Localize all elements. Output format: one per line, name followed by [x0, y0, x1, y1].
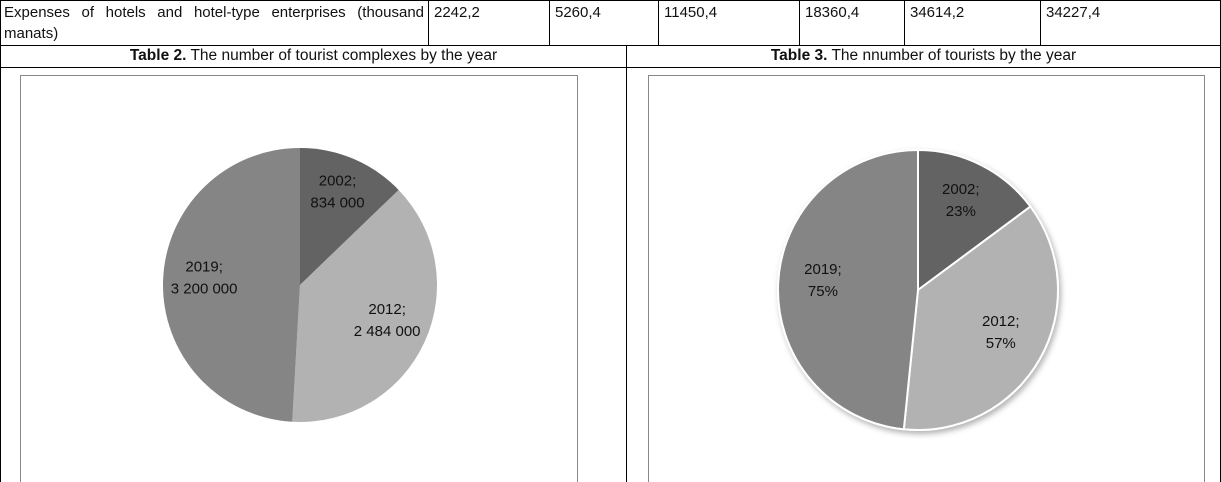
pie	[162, 148, 437, 422]
table-cell: 34227,4	[1046, 4, 1101, 21]
table-cell: Expenses of hotels and hotel-type enterp…	[4, 4, 424, 42]
table-border	[549, 0, 550, 45]
table-border	[0, 67, 1221, 68]
slice-label: 2019; 75%	[804, 261, 842, 300]
table-border	[799, 0, 800, 45]
table-cell: 5260,4	[555, 4, 601, 21]
label-separator: ;	[219, 258, 223, 275]
slice-label: 2002; 834 000	[310, 173, 364, 212]
slice-category: 2002	[942, 181, 975, 198]
charts: 2002; 834 000 2012; 2 484 000 2019; 3 200 000…	[20, 75, 1205, 482]
caption-title: The nnumber of tourists by the year	[831, 47, 1077, 64]
slice-category: 2012	[368, 301, 401, 318]
slice-value-label: 57%	[986, 335, 1016, 352]
slice-label: 2012; 2 484 000	[354, 301, 421, 340]
table-border	[0, 45, 1221, 46]
slice-label: 2019; 3 200 000	[171, 258, 238, 297]
label-separator: ;	[838, 261, 842, 278]
slice-category: 2019	[804, 261, 837, 278]
slice-value-label: 75%	[808, 283, 838, 300]
slice-category: 2012	[982, 313, 1015, 330]
table-border	[0, 0, 1221, 1]
caption: Table 3. The nnumber of tourists by the y…	[627, 46, 1220, 66]
label-separator: ;	[975, 181, 979, 198]
table-border	[626, 45, 627, 482]
label-separator: ;	[402, 301, 406, 318]
pie	[777, 148, 1059, 431]
pie-slice	[902, 205, 1059, 431]
slice-label: 2002; 23%	[942, 181, 980, 220]
table-border	[658, 0, 659, 45]
table-border	[1040, 0, 1041, 45]
caption: Table 2. The number of tourist complexes …	[1, 46, 626, 66]
table-cell: 2242,2	[434, 4, 480, 21]
caption-label: Table 2.	[129, 47, 187, 64]
slice-category: 2019	[185, 258, 218, 275]
slice-label: 2012; 57%	[982, 313, 1020, 352]
pie-slice	[917, 148, 1032, 292]
label-separator: ;	[352, 173, 356, 190]
slice-value-label: 834 000	[310, 195, 364, 212]
pie-slice	[162, 148, 300, 422]
table-cell: 18360,4	[805, 4, 860, 21]
pie-slice	[300, 148, 399, 285]
slice-value-label: 2 484 000	[354, 323, 421, 340]
pie-slice	[292, 189, 437, 422]
pie-slice	[777, 148, 919, 431]
table-cell: 34614,2	[910, 4, 965, 21]
label-separator: ;	[1015, 313, 1019, 330]
table-cell: 11450,4	[664, 4, 718, 21]
table-border	[904, 0, 905, 45]
caption-title: The number of tourist complexes by the y…	[190, 47, 498, 64]
slice-value-label: 23%	[946, 203, 976, 220]
table-border	[428, 0, 429, 45]
table-border	[0, 0, 1, 482]
slice-category: 2002	[319, 173, 352, 190]
slice-value-label: 3 200 000	[171, 280, 238, 297]
caption-label: Table 3.	[770, 47, 828, 64]
